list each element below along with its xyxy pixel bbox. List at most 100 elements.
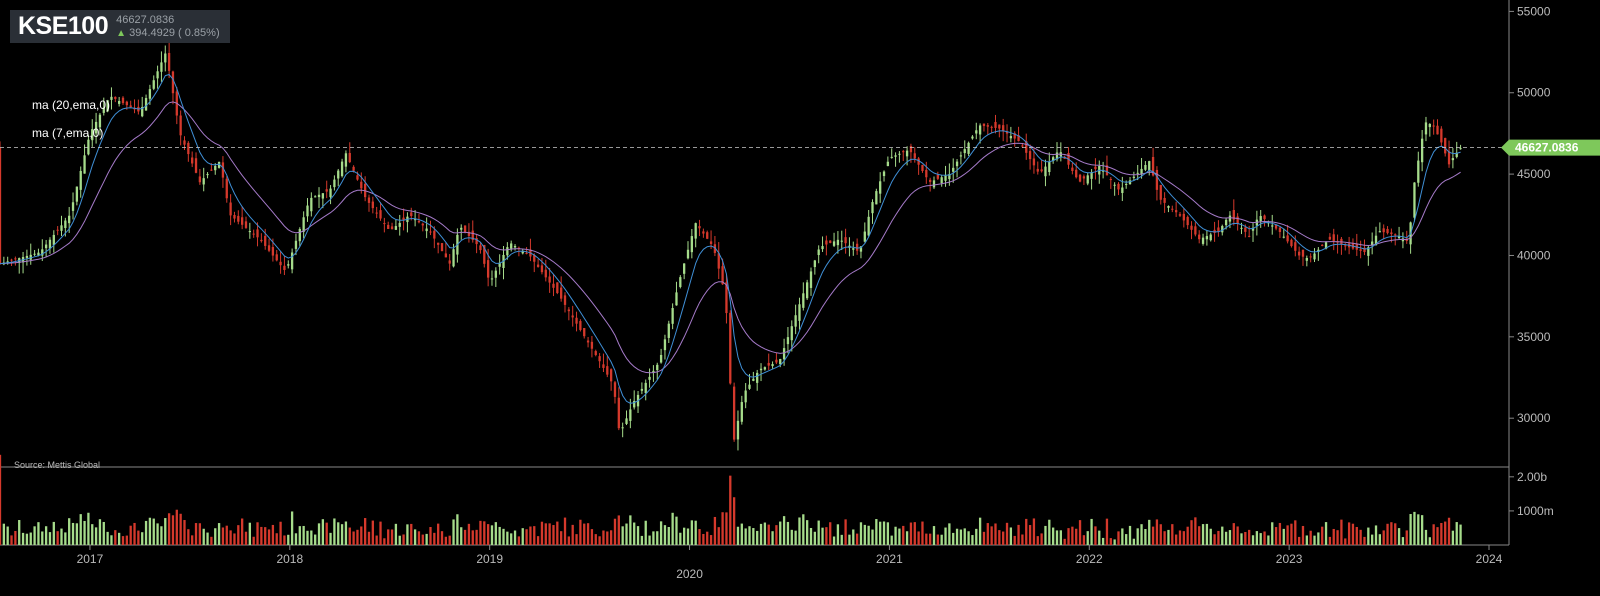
volume-bar — [971, 535, 974, 545]
volume-bar — [675, 516, 678, 545]
candle-body — [544, 269, 547, 278]
candle-body — [867, 216, 870, 236]
candle-body — [333, 179, 336, 188]
candle-body — [29, 254, 32, 260]
volume-bar — [548, 523, 551, 545]
volume-bar — [694, 520, 697, 545]
volume-bar — [855, 533, 859, 545]
volume-bar — [410, 523, 413, 545]
volume-bar — [1321, 526, 1324, 545]
candle-body — [1294, 242, 1297, 251]
volume-bar — [463, 529, 467, 545]
volume-bar — [606, 531, 609, 545]
candle-body — [91, 129, 94, 141]
volume-bar — [794, 530, 797, 545]
candle-body — [1051, 157, 1055, 161]
indicator-label-ma20[interactable]: ma (20,ema,0) — [32, 98, 111, 112]
volume-bar — [1240, 533, 1243, 545]
candle-body — [1394, 234, 1397, 236]
candle-body — [394, 226, 398, 230]
volume-bar — [533, 526, 536, 545]
volume-bar — [948, 523, 951, 545]
volume-bar — [544, 523, 547, 545]
volume-bar — [1213, 534, 1216, 545]
volume-bar — [567, 536, 571, 545]
candle-body — [667, 323, 670, 338]
volume-bar — [990, 526, 993, 545]
volume-bar — [840, 534, 843, 545]
indicator-label-ma7[interactable]: ma (7,ema,0) — [32, 126, 104, 140]
volume-bar — [882, 521, 886, 545]
volume-bar — [475, 529, 478, 545]
volume-bar — [187, 529, 190, 545]
candle-body — [1251, 227, 1255, 231]
volume-bar — [87, 512, 90, 545]
candle-body — [717, 253, 720, 269]
candle-body — [1420, 138, 1424, 163]
candle-body — [1386, 228, 1389, 234]
candle-body — [1086, 175, 1089, 184]
volume-bar — [1428, 537, 1431, 545]
volume-bar — [1151, 526, 1155, 545]
volume-bar — [756, 530, 759, 545]
candle-body — [952, 167, 955, 172]
candle-body — [894, 155, 897, 157]
volume-bar — [1248, 529, 1251, 545]
candle-body — [729, 312, 732, 384]
volume-bar — [975, 528, 978, 545]
volume-bar — [252, 536, 255, 545]
candle-body — [871, 202, 874, 214]
candle-body — [852, 248, 855, 250]
candle-body — [659, 354, 663, 363]
candle-body — [1236, 216, 1239, 224]
candle-body — [356, 175, 359, 180]
candle-body — [648, 376, 651, 380]
volume-bar — [1336, 530, 1339, 545]
volume-bar — [1340, 519, 1343, 545]
volume-bar — [83, 520, 86, 545]
volume-bar — [898, 528, 901, 545]
volume-bar — [686, 528, 690, 545]
volume-bar — [425, 533, 428, 545]
volume-tick-label: 2.00b — [1517, 470, 1547, 484]
candle-body — [110, 96, 113, 100]
volume-bar — [68, 518, 71, 545]
candle-body — [98, 114, 102, 128]
candle-body — [1436, 125, 1439, 135]
volume-bar — [486, 524, 490, 545]
y-tick-label: 35000 — [1517, 330, 1551, 344]
x-tick-label: 2023 — [1276, 552, 1303, 566]
candle-body — [1328, 236, 1332, 240]
volume-bar — [94, 527, 98, 545]
candle-body — [948, 174, 951, 180]
volume-bar — [1374, 525, 1378, 545]
volume-bar — [271, 524, 275, 545]
volume-bar — [460, 527, 463, 545]
volume-bar — [771, 531, 774, 545]
volume-bar — [779, 521, 782, 545]
candle-body — [298, 229, 301, 242]
volume-bar — [129, 525, 132, 545]
candle-body — [1297, 251, 1301, 256]
volume-bar — [556, 521, 559, 545]
volume-bar — [1144, 529, 1147, 545]
volume-bar — [402, 534, 405, 545]
candle-body — [1055, 152, 1059, 160]
volume-bar — [494, 522, 497, 545]
candle-body — [1432, 125, 1435, 127]
candle-body — [513, 245, 517, 248]
volume-bar — [1109, 538, 1112, 545]
volume-bar — [1424, 529, 1428, 545]
candle-body — [387, 224, 390, 229]
volume-bar — [890, 535, 893, 545]
candle-body — [809, 271, 813, 288]
volume-bar — [233, 533, 236, 545]
candle-body — [1417, 160, 1420, 183]
volume-bar — [1121, 528, 1124, 545]
candle-body — [1271, 225, 1274, 227]
candle-body — [41, 249, 44, 256]
candle-body — [621, 427, 624, 429]
volume-bar — [1148, 519, 1151, 545]
candle-body — [1174, 210, 1178, 213]
candle-body — [917, 158, 920, 165]
